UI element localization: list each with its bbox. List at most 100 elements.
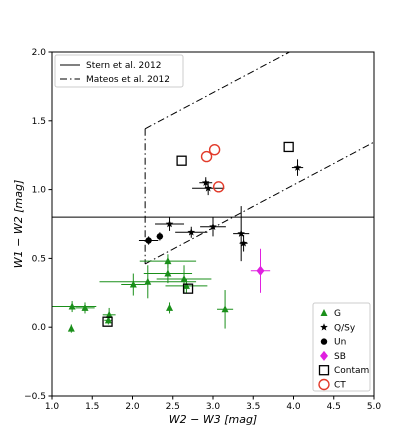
y-tick-label: 2.0: [32, 48, 47, 58]
legend-reference-label: Stern et al. 2012: [86, 61, 161, 71]
legend-entry-contam: Contam: [318, 365, 369, 376]
q-sy-marker: [239, 239, 248, 247]
ct-marker: [200, 150, 213, 163]
x-tick-label: 2.0: [125, 402, 140, 412]
q-sy-point-2: [175, 226, 208, 238]
legend-references-box: [54, 54, 184, 88]
plot-content: [52, 52, 374, 333]
q-sy-point-3: [199, 177, 213, 189]
mateos-line-segment-3: [144, 141, 374, 265]
legend-entry-q-sy: Q/Sy: [320, 323, 356, 333]
g-marker: [166, 303, 174, 311]
g-marker: [81, 303, 89, 311]
legend-class-label: Q/Sy: [334, 323, 356, 333]
x-tick-label: 1.5: [85, 402, 99, 412]
g-marker: [67, 324, 75, 332]
contam-point-2: [283, 141, 294, 153]
g-marker: [144, 277, 152, 285]
y-tick-label: 0.0: [32, 323, 47, 333]
un-point-2: [156, 232, 164, 241]
contam-point-4: [182, 283, 194, 294]
q-sy-point-6: [233, 206, 250, 262]
g-point-10: [166, 302, 174, 314]
legend-entry-un: Un: [320, 338, 346, 348]
g-marker: [105, 310, 113, 318]
x-tick-label: 4.5: [327, 402, 341, 412]
q-sy-marker: [165, 220, 174, 228]
g-point-2: [67, 324, 75, 333]
y-tick-label: 0.5: [32, 254, 46, 264]
legend-class-label: Contam: [334, 366, 369, 376]
y-axis-label: W1 − W2 [mag]: [12, 180, 25, 268]
q-sy-point-1: [155, 217, 185, 231]
q-sy-marker: [204, 184, 212, 192]
g-marker: [68, 302, 76, 310]
g-point-1: [52, 301, 97, 313]
x-tick-label: 3.0: [206, 402, 221, 412]
q-sy-point-7: [239, 235, 248, 252]
x-tick-label: 4.0: [286, 402, 301, 412]
g-marker: [104, 316, 112, 324]
un-marker: [145, 237, 152, 244]
legend-un-marker: [320, 338, 328, 345]
g-marker: [129, 280, 137, 288]
legend-class-label: G: [334, 309, 341, 319]
q-sy-marker: [201, 178, 210, 186]
g-point-7: [99, 265, 197, 299]
g-marker: [221, 305, 229, 313]
g-point-12: [165, 279, 208, 293]
g-marker: [164, 257, 172, 265]
legend-q-sy-marker: [320, 323, 328, 331]
legend-classes-box: [312, 302, 371, 392]
legend-sb-marker: [320, 350, 328, 361]
contam-marker: [182, 283, 194, 294]
mateos-line-segment-2: [144, 52, 290, 130]
legend-reference-label: Mateos et al. 2012: [86, 75, 170, 85]
x-tick-label: 5.0: [367, 402, 382, 412]
q-sy-point-4: [192, 181, 225, 196]
q-sy-marker: [209, 222, 217, 230]
sb-marker: [256, 265, 265, 276]
q-sy-marker: [187, 228, 196, 236]
legend-contam-marker: [318, 365, 330, 376]
y-tick-label: 1.0: [32, 186, 47, 196]
ct-point-1: [200, 150, 213, 163]
x-tick-label: 1.0: [45, 402, 60, 412]
g-point-3: [75, 302, 95, 314]
legend-class-label: CT: [334, 381, 346, 391]
x-tick-label: 2.5: [166, 402, 180, 412]
legend-ct-marker: [318, 378, 330, 391]
contam-marker: [283, 141, 294, 153]
legend-class-label: Un: [334, 338, 346, 348]
q-sy-point-8: [291, 159, 304, 176]
axes-frame: 1.0 1.5 2.0 2.5 3.0 3.5 4.0 4.5 5.0 −0.5 0.0 0.5 1.0…: [24, 48, 381, 412]
q-sy-marker: [293, 163, 302, 171]
y-tick-label: 1.5: [32, 117, 46, 127]
q-sy-marker: [237, 229, 245, 237]
x-axis-label: W2 − W3 [mag]: [169, 413, 257, 426]
legend-references: Stern et al. 2012 Mateos et al. 2012: [54, 54, 184, 88]
legend-classes: G Q/Sy Un SB Contam CT: [312, 302, 371, 392]
sb-point-1: [250, 248, 271, 293]
g-point-6: [121, 273, 146, 296]
y-tick-label: −0.5: [24, 392, 46, 402]
legend-class-label: SB: [334, 352, 346, 362]
g-marker: [164, 269, 172, 277]
un-point-1: [138, 236, 159, 245]
ct-point-3: [212, 181, 225, 193]
g-point-13: [217, 290, 234, 329]
legend-g-marker: [320, 309, 328, 316]
legend-entry-g: G: [320, 309, 341, 319]
ct-marker: [208, 143, 221, 156]
ct-marker: [212, 181, 225, 193]
contam-point-1: [176, 155, 187, 166]
g-marker: [180, 275, 188, 283]
q-sy-point-5: [200, 217, 226, 237]
contam-marker: [102, 316, 113, 327]
plot-area: [52, 52, 374, 333]
legend-entry-ct: CT: [318, 378, 346, 391]
un-marker: [156, 233, 164, 240]
x-tick-label: 3.5: [246, 402, 260, 412]
contam-marker: [176, 155, 187, 166]
